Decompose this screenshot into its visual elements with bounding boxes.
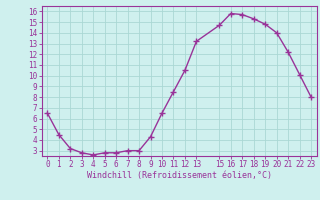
X-axis label: Windchill (Refroidissement éolien,°C): Windchill (Refroidissement éolien,°C) (87, 171, 272, 180)
